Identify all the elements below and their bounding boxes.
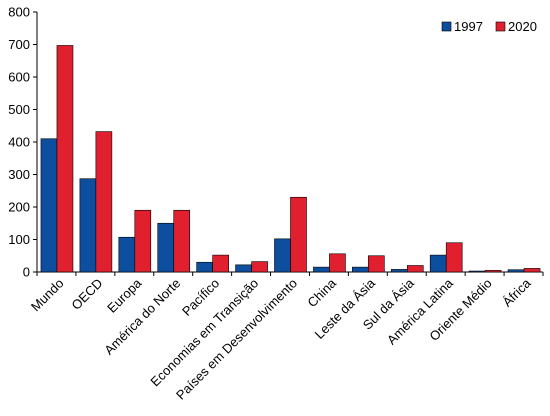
bar-2020 (523, 268, 541, 273)
y-tick-label: 600 (8, 70, 30, 85)
bar-2020 (406, 265, 424, 273)
legend: 1997 2020 (441, 19, 537, 34)
y-tick-label: 100 (8, 232, 30, 247)
bar-2020 (368, 255, 385, 273)
x-tick-label: Mundo (28, 276, 67, 315)
bar-1997 (40, 138, 58, 273)
bar-2020 (134, 209, 152, 273)
y-tick-label: 800 (8, 5, 30, 20)
bar-1997 (118, 236, 136, 273)
bar-1997 (507, 269, 525, 273)
bar-1997 (274, 238, 291, 273)
x-tick-label: OECD (68, 276, 105, 313)
x-tick-label: China (304, 275, 339, 310)
bar-2020 (212, 254, 229, 273)
legend-label-2020: 2020 (508, 19, 537, 34)
y-tick-label: 300 (8, 167, 30, 182)
legend-label-1997: 1997 (454, 19, 483, 34)
legend-swatch-1997 (441, 21, 452, 32)
bar-1997 (313, 266, 330, 273)
bar-1997 (235, 264, 252, 273)
y-tick-label: 200 (8, 200, 30, 215)
x-tick-label: África (500, 275, 535, 310)
bar-2020 (251, 261, 268, 273)
bar-2020 (484, 270, 502, 273)
bar-2020 (329, 253, 346, 273)
bar-1997 (157, 222, 175, 273)
bar-2020 (290, 196, 307, 273)
legend-swatch-2020 (495, 21, 506, 32)
bar-1997 (79, 178, 97, 273)
bar-1997 (468, 270, 486, 273)
y-tick-label: 700 (8, 37, 30, 52)
y-tick-label: 400 (8, 135, 30, 150)
bar-2020 (445, 242, 463, 273)
y-tick-label: 0 (23, 265, 30, 280)
bar-1997 (352, 266, 369, 273)
bar-1997 (390, 269, 408, 273)
bar-1997 (196, 261, 213, 273)
bar-2020 (173, 209, 191, 273)
bar-1997 (429, 254, 447, 273)
bar-2020 (56, 45, 74, 273)
y-tick-label: 500 (8, 102, 30, 117)
bar-2020 (95, 131, 113, 273)
bars (40, 45, 541, 273)
